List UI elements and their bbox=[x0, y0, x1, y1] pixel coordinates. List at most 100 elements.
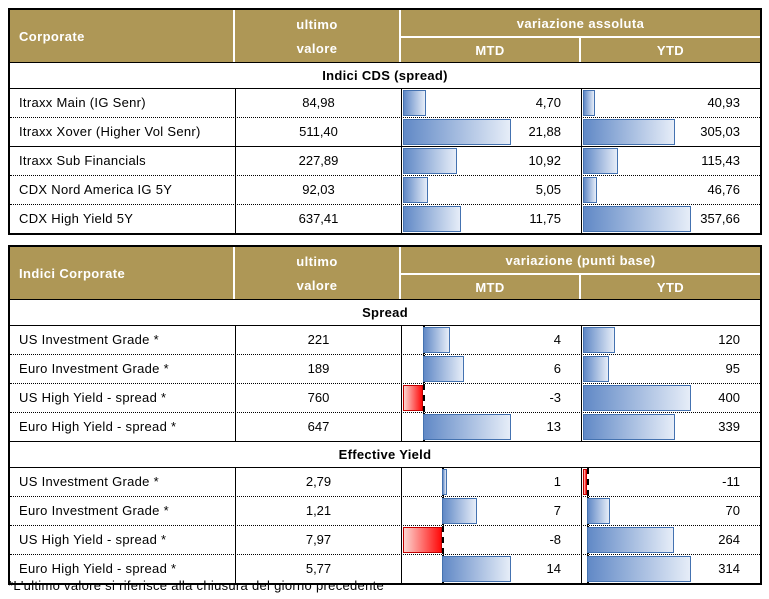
last-value: 637,41 bbox=[235, 205, 401, 233]
mtd-value: -3 bbox=[549, 390, 561, 405]
footnote: *L'ultimo valore si riferisce alla chius… bbox=[8, 578, 385, 593]
header-ytd-cell: YTD bbox=[581, 275, 760, 299]
ytd-bar bbox=[583, 327, 616, 353]
table-row: US Investment Grade * 2,79 1 -11 bbox=[10, 468, 760, 496]
mtd-value: 7 bbox=[553, 503, 561, 518]
row-label: US Investment Grade * bbox=[19, 332, 159, 347]
cds-table: Corporate ultimo valore variazione assol… bbox=[8, 8, 762, 235]
section-header: Effective Yield bbox=[10, 441, 760, 468]
mtd-bar bbox=[403, 148, 457, 174]
table-row: Euro Investment Grade * 189 6 95 bbox=[10, 354, 760, 383]
ytd-value: 339 bbox=[718, 419, 740, 434]
header-ytd-cell: YTD bbox=[581, 38, 760, 62]
last-value: 7,97 bbox=[235, 526, 401, 554]
row-label: Itraxx Main (IG Senr) bbox=[19, 95, 146, 110]
last-value: 92,03 bbox=[235, 176, 401, 204]
mtd-cell: -8 bbox=[401, 526, 581, 554]
mtd-value: 14 bbox=[546, 561, 561, 576]
mtd-value: 5,05 bbox=[535, 182, 561, 197]
mtd-cell: 11,75 bbox=[401, 205, 581, 233]
mtd-cell: 21,88 bbox=[401, 118, 581, 146]
header-last-value-cell: ultimo valore bbox=[235, 10, 399, 62]
ytd-cell: 95 bbox=[581, 355, 760, 383]
row-label: CDX Nord America IG 5Y bbox=[19, 182, 173, 197]
last-value-line2: valore bbox=[296, 277, 338, 293]
row-label: Euro Investment Grade * bbox=[19, 503, 169, 518]
mtd-value: 6 bbox=[553, 361, 561, 376]
ytd-value: 400 bbox=[718, 390, 740, 405]
mtd-value: 1 bbox=[553, 474, 561, 489]
ytd-bar bbox=[583, 119, 676, 145]
ytd-cell: 70 bbox=[581, 497, 760, 525]
mtd-cell: 7 bbox=[401, 497, 581, 525]
zero-axis bbox=[442, 526, 445, 554]
ytd-bar bbox=[583, 469, 587, 495]
last-value-line1: ultimo bbox=[296, 16, 338, 32]
mtd-cell: 4 bbox=[401, 326, 581, 354]
table-body: Spread US Investment Grade * 221 4 120 Euro I… bbox=[10, 299, 760, 583]
row-label: Euro High Yield - spread * bbox=[19, 561, 177, 576]
indici-corporate-table: Indici Corporate ultimo valore variazion… bbox=[8, 245, 762, 585]
ytd-value: 120 bbox=[718, 332, 740, 347]
table-row: CDX Nord America IG 5Y 92,03 5,05 46,76 bbox=[10, 175, 760, 204]
header-variation-cell: variazione (punti base) bbox=[401, 247, 760, 273]
ytd-cell: 339 bbox=[581, 413, 760, 441]
ytd-bar bbox=[583, 90, 596, 116]
last-value: 2,79 bbox=[235, 468, 401, 496]
row-label: Euro Investment Grade * bbox=[19, 361, 169, 376]
ytd-bar bbox=[583, 385, 691, 411]
mtd-bar bbox=[423, 356, 464, 382]
mtd-value: 11,75 bbox=[529, 211, 561, 226]
mtd-bar bbox=[403, 90, 427, 116]
mtd-value: 21,88 bbox=[528, 124, 561, 139]
mtd-bar bbox=[403, 385, 424, 411]
ytd-value: 40,93 bbox=[707, 95, 740, 110]
mtd-bar bbox=[442, 556, 511, 582]
table-row: US Investment Grade * 221 4 120 bbox=[10, 326, 760, 354]
ytd-bar bbox=[583, 414, 675, 440]
table-row: Euro High Yield - spread * 5,77 14 314 bbox=[10, 554, 760, 583]
table-row: US High Yield - spread * 760 -3 400 bbox=[10, 383, 760, 412]
ytd-bar bbox=[583, 356, 609, 382]
ytd-bar bbox=[586, 556, 691, 582]
zero-axis bbox=[586, 468, 589, 496]
ytd-cell: 46,76 bbox=[581, 176, 760, 204]
zero-axis bbox=[423, 384, 426, 412]
ytd-cell: 305,03 bbox=[581, 118, 760, 146]
last-value: 647 bbox=[235, 413, 401, 441]
ytd-value: 264 bbox=[718, 532, 740, 547]
table-row: Euro Investment Grade * 1,21 7 70 bbox=[10, 496, 760, 525]
row-label: US High Yield - spread * bbox=[19, 532, 167, 547]
mtd-bar bbox=[403, 527, 443, 553]
ytd-value: 314 bbox=[718, 561, 740, 576]
ytd-value: -11 bbox=[722, 474, 740, 489]
header-last-value-cell: ultimo valore bbox=[235, 247, 399, 299]
ytd-bar bbox=[586, 527, 675, 553]
last-value: 1,21 bbox=[235, 497, 401, 525]
mtd-cell: 14 bbox=[401, 555, 581, 583]
mtd-value: 13 bbox=[546, 419, 561, 434]
last-value: 511,40 bbox=[235, 118, 401, 146]
mtd-value: 4,70 bbox=[535, 95, 561, 110]
mtd-bar bbox=[442, 498, 477, 524]
table-row: Itraxx Xover (Higher Vol Senr) 511,40 21,8… bbox=[10, 117, 760, 146]
last-value: 221 bbox=[235, 326, 401, 354]
ytd-bar bbox=[583, 177, 598, 203]
mtd-cell: 1 bbox=[401, 468, 581, 496]
mtd-value: -8 bbox=[549, 532, 561, 547]
ytd-cell: 40,93 bbox=[581, 89, 760, 117]
ytd-value: 95 bbox=[725, 361, 740, 376]
table-row: Euro High Yield - spread * 647 13 339 bbox=[10, 412, 760, 441]
last-value: 84,98 bbox=[235, 89, 401, 117]
section-header: Spread bbox=[10, 299, 760, 326]
mtd-bar bbox=[403, 119, 511, 145]
mtd-cell: 13 bbox=[401, 413, 581, 441]
mtd-cell: 6 bbox=[401, 355, 581, 383]
ytd-cell: 115,43 bbox=[581, 147, 760, 175]
header-mtd-cell: MTD bbox=[401, 38, 579, 62]
ytd-value: 115,43 bbox=[701, 153, 740, 168]
mtd-cell: 4,70 bbox=[401, 89, 581, 117]
row-label: CDX High Yield 5Y bbox=[19, 211, 134, 226]
ytd-value: 70 bbox=[725, 503, 740, 518]
